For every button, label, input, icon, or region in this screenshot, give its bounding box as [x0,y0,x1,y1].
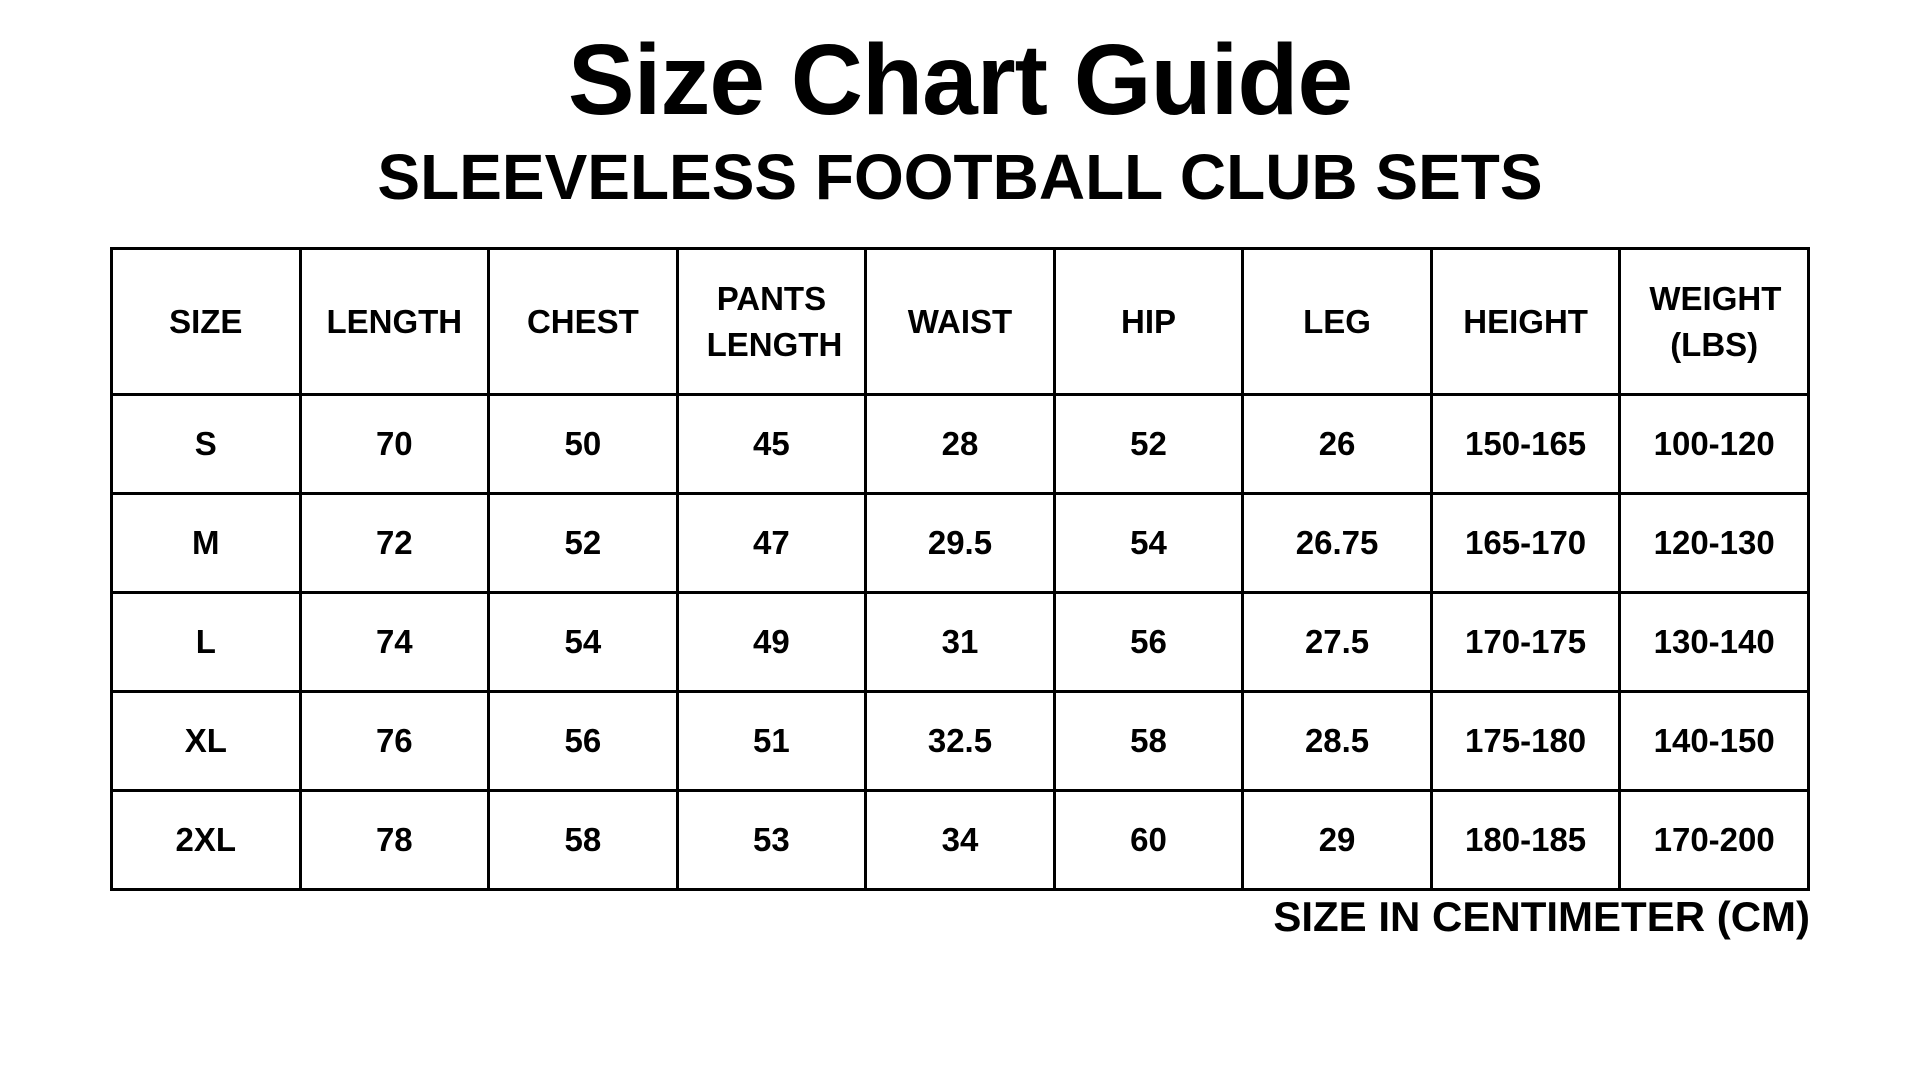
measurement-cell: 34 [864,789,1056,891]
measurement-cell: 60 [1052,789,1245,891]
size-label: M [110,492,302,594]
measurement-cell: 56 [487,690,679,792]
size-label: S [110,393,302,495]
measurement-cell: 165-170 [1429,492,1622,594]
column-header: HIP [1052,247,1245,396]
subtitle: SLEEVELESS FOOTBALL CLUB SETS [377,141,1543,213]
table-body: S 70 50 45 28 52 26 150-165 100-120 M 72 52 47 29.5 54… [110,393,1810,891]
measurement-cell: 31 [864,591,1056,693]
measurement-cell: 29 [1241,789,1433,891]
column-header: LEG [1241,247,1433,396]
measurement-cell: 180-185 [1429,789,1622,891]
measurement-cell: 70 [298,393,491,495]
measurement-cell: 170-200 [1618,789,1810,891]
measurement-cell: 54 [1052,492,1245,594]
measurement-cell: 100-120 [1618,393,1810,495]
size-row: L 74 54 49 31 56 27.5 170-175 130-140 [110,591,1810,693]
size-table: SIZE LENGTH CHEST PANTS LENGTH WAIST HIP LEG HE… [110,247,1810,891]
header-row: SIZE LENGTH CHEST PANTS LENGTH WAIST HIP LEG HE… [110,247,1810,396]
measurement-cell: 47 [675,492,868,594]
measurement-cell: 120-130 [1618,492,1810,594]
footer-note: SIZE IN CENTIMETER (CM) [1273,893,1810,940]
column-header: PANTS LENGTH [675,247,868,396]
size-row: S 70 50 45 28 52 26 150-165 100-120 [110,393,1810,495]
size-label: 2XL [110,789,302,891]
measurement-cell: 28 [864,393,1056,495]
measurement-cell: 76 [298,690,491,792]
measurement-cell: 27.5 [1241,591,1433,693]
size-row: M 72 52 47 29.5 54 26.75 165-170 120-130 [110,492,1810,594]
measurement-cell: 54 [487,591,679,693]
size-row: 2XL 78 58 53 34 60 29 180-185 170-200 [110,789,1810,891]
column-header: LENGTH [298,247,491,396]
measurement-cell: 58 [487,789,679,891]
column-header: WAIST [864,247,1056,396]
measurement-cell: 51 [675,690,868,792]
column-header: HEIGHT [1429,247,1622,396]
measurement-cell: 26 [1241,393,1433,495]
measurement-cell: 53 [675,789,868,891]
measurement-cell: 140-150 [1618,690,1810,792]
measurement-cell: 26.75 [1241,492,1433,594]
measurement-cell: 45 [675,393,868,495]
measurement-cell: 29.5 [864,492,1056,594]
size-label: L [110,591,302,693]
measurement-cell: 52 [487,492,679,594]
column-header: CHEST [487,247,679,396]
size-label: XL [110,690,302,792]
measurement-cell: 32.5 [864,690,1056,792]
measurement-cell: 52 [1052,393,1245,495]
measurement-cell: 170-175 [1429,591,1622,693]
measurement-cell: 72 [298,492,491,594]
title: Size Chart Guide [567,24,1353,136]
measurement-cell: 150-165 [1429,393,1622,495]
measurement-cell: 50 [487,393,679,495]
measurement-cell: 130-140 [1618,591,1810,693]
measurement-cell: 56 [1052,591,1245,693]
measurement-cell: 175-180 [1429,690,1622,792]
size-row: XL 76 56 51 32.5 58 28.5 175-180 140-150 [110,690,1810,792]
column-header: WEIGHT (LBS) [1618,247,1810,396]
measurement-cell: 78 [298,789,491,891]
measurement-cell: 49 [675,591,868,693]
measurement-cell: 74 [298,591,491,693]
measurement-cell: 28.5 [1241,690,1433,792]
table-head: SIZE LENGTH CHEST PANTS LENGTH WAIST HIP LEG HE… [110,247,1810,396]
column-header: SIZE [110,247,302,396]
measurement-cell: 58 [1052,690,1245,792]
